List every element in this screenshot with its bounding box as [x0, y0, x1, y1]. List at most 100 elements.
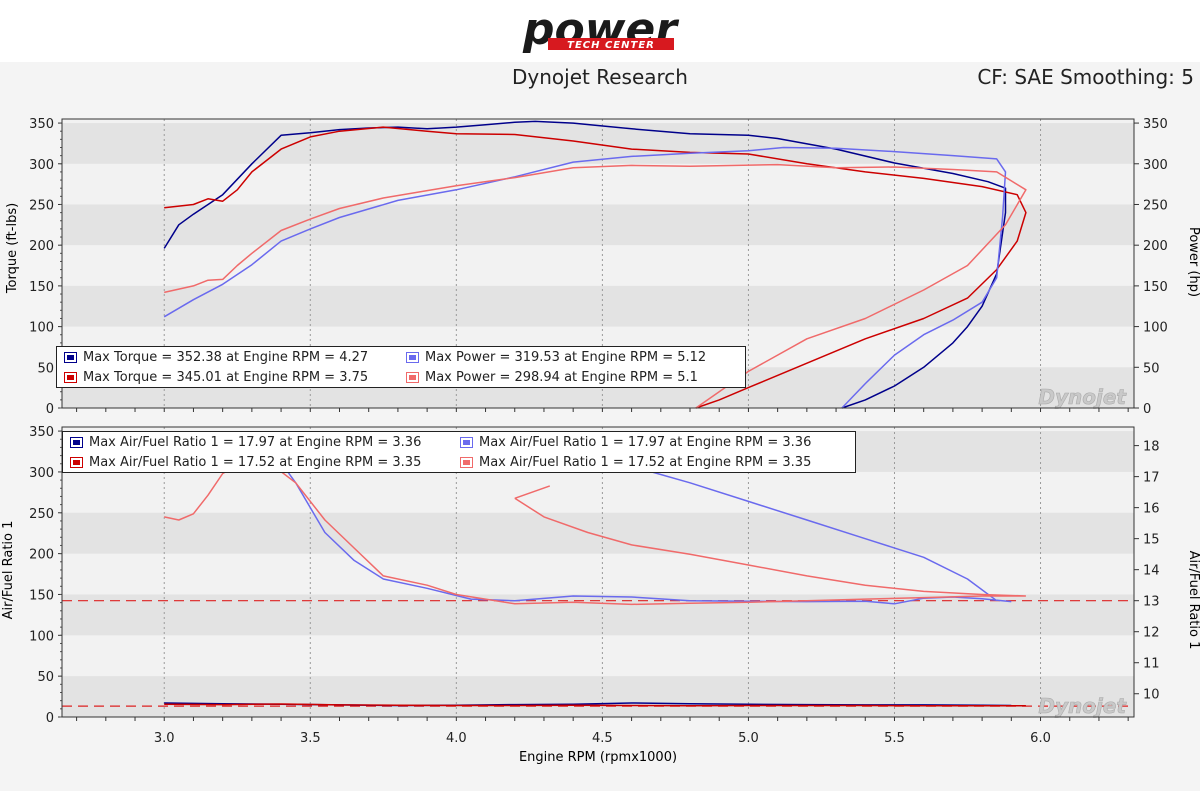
power-logo: power TECH CENTER — [522, 4, 679, 55]
x-tick-label: 6.0 — [1030, 731, 1051, 746]
y2-tick-label: 350 — [1143, 117, 1168, 132]
y2-tick-label: 14 — [1143, 564, 1160, 579]
chart-title: Dynojet Research — [512, 65, 688, 89]
x-tick-label: 4.0 — [446, 731, 467, 746]
y-tick-label: 350 — [29, 117, 54, 132]
y-tick-label: 50 — [37, 361, 54, 376]
y2-tick-label: 15 — [1143, 533, 1160, 548]
legend-item: Max Power = 319.53 at Engine RPM = 5.12 — [399, 347, 706, 368]
afr-panel: 0 50 100 150 200 250 300 350 10 11 12 13 14 15 16 17 18 3… — [29, 425, 1159, 746]
grid-band — [62, 676, 1134, 717]
panel-background — [62, 427, 1134, 717]
y2-tick-label: 17 — [1143, 471, 1160, 486]
y-tick-label: 200 — [29, 239, 54, 254]
legend-swatch — [70, 437, 83, 448]
series-line-1 — [164, 703, 1026, 707]
y2-tick-label: 16 — [1143, 502, 1160, 517]
torque-axis-label: Torque (ft-lbs) — [5, 203, 20, 294]
series-line-3 — [164, 459, 1026, 606]
y2-tick-label: 150 — [1143, 280, 1168, 295]
grid-band — [62, 204, 1134, 246]
series-group — [163, 120, 1027, 409]
y2-tick-label: 50 — [1143, 361, 1160, 376]
legend-label: Max Air/Fuel Ratio 1 = 17.52 at Engine R… — [479, 455, 812, 470]
legend-swatch — [64, 352, 77, 363]
y-tick-label: 200 — [29, 548, 54, 563]
panel-frame — [61, 426, 1135, 718]
y-tick-label: 250 — [29, 507, 54, 522]
y-tick-label: 0 — [46, 711, 54, 726]
y2-tick-label: 13 — [1143, 595, 1160, 610]
legend-item: Max Torque = 345.01 at Engine RPM = 3.75 — [57, 367, 368, 388]
x-axis-label: Engine RPM (rpmx1000) — [519, 750, 677, 765]
panel-frame — [61, 118, 1135, 409]
series-line-3 — [164, 163, 1027, 409]
y-tick-label: 100 — [29, 321, 54, 336]
legend-label: Max Air/Fuel Ratio 1 = 17.97 at Engine R… — [479, 435, 812, 450]
legend-item: Max Air/Fuel Ratio 1 = 17.52 at Engine R… — [63, 452, 421, 473]
y2-tick-label: 250 — [1143, 198, 1168, 213]
torque-power-legend: Max Torque = 352.38 at Engine RPM = 4.27… — [56, 346, 746, 388]
afr-left-axis-label: Air/Fuel Ratio 1 — [1, 521, 16, 620]
x-tick-label: 5.5 — [884, 731, 905, 746]
tick-group: 0 50 100 150 200 250 300 350 10 11 12 13 14 15 16 17 18 3… — [29, 425, 1159, 746]
watermark-text: Dynojet — [1038, 694, 1127, 718]
power-axis-label: Power (hp) — [1186, 227, 1200, 297]
afr-right-axis-label: Air/Fuel Ratio 1 — [1186, 551, 1200, 650]
series-line-1 — [164, 126, 1027, 409]
y-tick-label: 350 — [29, 425, 54, 440]
legend-swatch — [460, 457, 473, 468]
y-tick-label: 100 — [29, 629, 54, 644]
legend-swatch — [460, 437, 473, 448]
y2-tick-label: 10 — [1143, 688, 1160, 703]
legend-item: Max Air/Fuel Ratio 1 = 17.97 at Engine R… — [453, 432, 811, 453]
tick-group: 0 50 100 150 200 250 300 350 0 50 100 150 200 250 300 3… — [29, 117, 1168, 417]
grid-band — [62, 285, 1134, 327]
y-tick-label: 300 — [29, 158, 54, 173]
legend-swatch — [406, 372, 419, 383]
y-tick-label: 0 — [46, 402, 54, 417]
grid-lines — [163, 427, 1042, 717]
legend-label: Max Power = 319.53 at Engine RPM = 5.12 — [425, 350, 707, 365]
series-group — [164, 446, 1026, 707]
legend-swatch — [64, 372, 77, 383]
y-tick-label: 50 — [37, 670, 54, 685]
legend-item: Max Air/Fuel Ratio 1 = 17.97 at Engine R… — [63, 432, 421, 453]
legend-label: Max Air/Fuel Ratio 1 = 17.97 at Engine R… — [89, 435, 422, 450]
y-tick-label: 150 — [29, 280, 54, 295]
legend-item: Max Power = 298.94 at Engine RPM = 5.1 — [399, 367, 698, 388]
legend-swatch — [406, 352, 419, 363]
series-line-0 — [163, 120, 1007, 409]
y-tick-label: 250 — [29, 198, 54, 213]
legend-item: Max Torque = 352.38 at Engine RPM = 4.27 — [57, 347, 368, 368]
series-line-2 — [163, 146, 1007, 409]
y2-tick-label: 18 — [1143, 440, 1160, 455]
x-tick-label: 4.5 — [592, 731, 613, 746]
y-tick-label: 150 — [29, 588, 54, 603]
watermark-text: Dynojet — [1038, 385, 1127, 409]
y2-tick-label: 100 — [1143, 321, 1168, 336]
cf-label: CF: SAE Smoothing: 5 — [977, 65, 1194, 89]
x-tick-label: 3.0 — [154, 731, 175, 746]
reference-lines — [62, 600, 1134, 707]
legend-label: Max Power = 298.94 at Engine RPM = 5.1 — [425, 370, 698, 385]
legend-item: Max Air/Fuel Ratio 1 = 17.52 at Engine R… — [453, 452, 811, 473]
dynojet-watermark: Dynojet — [1038, 694, 1128, 719]
x-tick-label: 5.0 — [738, 731, 759, 746]
y2-tick-label: 12 — [1143, 626, 1160, 641]
legend-swatch — [70, 457, 83, 468]
x-tick-label: 3.5 — [300, 731, 321, 746]
header-bar — [0, 0, 1200, 62]
y2-tick-label: 200 — [1143, 239, 1168, 254]
logo-subtitle: TECH CENTER — [567, 40, 655, 51]
legend-label: Max Torque = 352.38 at Engine RPM = 4.27 — [83, 350, 369, 365]
y-tick-label: 300 — [29, 466, 54, 481]
logo-stripe — [548, 38, 674, 50]
grid-band — [62, 123, 1134, 164]
grid-band — [62, 512, 1134, 554]
legend-label: Max Air/Fuel Ratio 1 = 17.52 at Engine R… — [89, 455, 422, 470]
y2-tick-label: 11 — [1143, 657, 1160, 672]
dynojet-watermark: Dynojet — [1038, 385, 1128, 410]
y2-tick-label: 300 — [1143, 158, 1168, 173]
